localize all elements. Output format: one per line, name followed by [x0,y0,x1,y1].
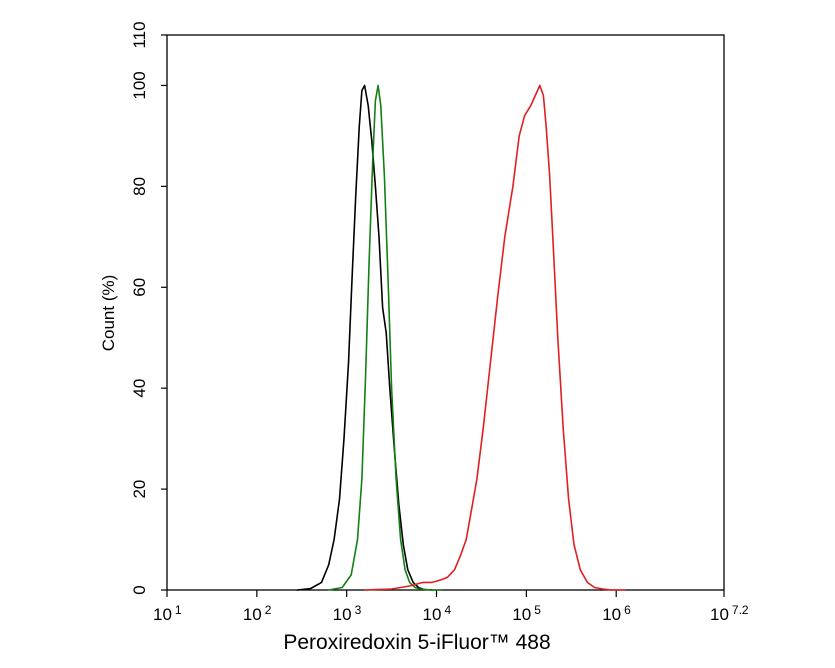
y-tick-label: 0 [130,585,149,594]
x-tick-label: 10 3 [333,603,362,624]
histogram-series-line-3 [363,84,626,591]
y-tick-label: 80 [130,177,149,196]
x-tick-label: 10 1 [153,603,182,624]
y-tick-label: 100 [130,71,149,99]
x-axis-title: Peroxiredoxin 5-iFluor™ 488 [283,631,550,654]
y-tick-label: 20 [130,480,149,499]
x-axis-ticks: 10 1 10 2 10 3 10 4 10 5 10 6 10 7.2 [153,590,749,624]
x-tick-label: 10 6 [602,603,631,624]
x-tick-label: 10 7.2 [710,603,749,624]
y-tick-label: 60 [130,278,149,297]
y-axis-title: Count (%) [99,275,118,352]
histogram-series [296,84,626,591]
x-tick-label: 10 5 [512,603,541,624]
y-tick-label: 110 [130,21,149,48]
histogram-series-line-1 [296,84,433,591]
y-tick-label: 40 [130,379,149,398]
y-axis-ticks: 0 20 40 60 80 100 110 [130,21,167,595]
plot-frame [166,34,725,591]
x-tick-label: 10 2 [243,603,272,624]
x-tick-label: 10 4 [423,603,452,624]
histogram-series-line-2 [327,84,442,591]
